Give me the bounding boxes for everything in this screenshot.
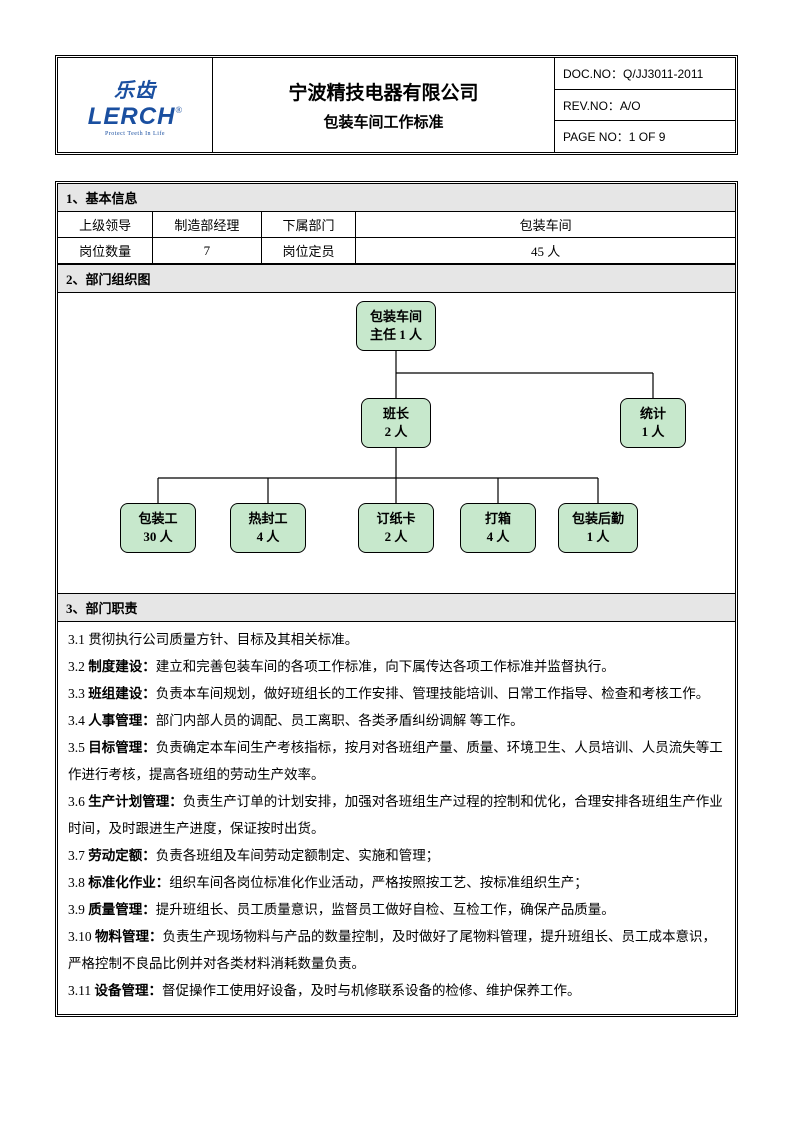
node-line1: 包装后勤 [563,510,633,528]
node-line2: 1 人 [625,423,681,441]
org-node-packer: 包装工 30 人 [120,503,196,553]
duty-3-1: 3.1 贯彻执行公司质量方针、目标及其相关标准。 [68,626,725,653]
org-node-box: 打箱 4 人 [460,503,536,553]
duty-3-11: 3.11 设备管理：督促操作工使用好设备，及时与机修联系设备的检修、维护保养工作… [68,977,725,1004]
node-line1: 包装车间 [361,308,431,326]
duties-block: 3.1 贯彻执行公司质量方针、目标及其相关标准。 3.2 制度建设：建立和完善包… [58,622,735,1014]
basic-info-table: 上级领导 制造部经理 下属部门 包装车间 岗位数量 7 岗位定员 45 人 [58,212,735,264]
header-table: 乐齿 LERCH ® Protect Teeth In Life 宁波精技电器有… [55,55,738,155]
node-line1: 班长 [366,405,426,423]
company-name: 宁波精技电器有限公司 [288,78,478,105]
node-line1: 统计 [625,405,681,423]
cell: 包装车间 [356,212,735,238]
duty-3-6: 3.6 生产计划管理：负责生产订单的计划安排，加强对各班组生产过程的控制和优化，… [68,788,725,842]
duty-3-10: 3.10 物料管理：负责生产现场物料与产品的数量控制，及时做好了尾物料管理，提升… [68,923,725,977]
cell: 下属部门 [261,212,356,238]
duty-3-3: 3.3 班组建设：负责本车间规划，做好班组长的工作安排、管理技能培训、日常工作指… [68,680,725,707]
node-line2: 4 人 [465,528,531,546]
cell: 岗位数量 [58,238,153,264]
node-line2: 30 人 [125,528,191,546]
doc-subtitle: 包装车间工作标准 [323,111,443,132]
node-line2: 主任 1 人 [361,326,431,344]
body-box: 1、基本信息 上级领导 制造部经理 下属部门 包装车间 岗位数量 7 岗位定员 … [55,181,738,1017]
cell: 上级领导 [58,212,153,238]
cell: 7 [153,238,261,264]
org-node-card: 订纸卡 2 人 [358,503,434,553]
section-1-head: 1、基本信息 [58,184,735,212]
page-no: PAGE NO：1 OF 9 [555,121,735,152]
org-node-leader: 班长 2 人 [361,398,431,448]
org-node-stat: 统计 1 人 [620,398,686,448]
node-line2: 1 人 [563,528,633,546]
org-node-director: 包装车间 主任 1 人 [356,301,436,351]
doc-no: DOC.NO：Q/JJ3011-2011 [555,58,735,90]
rev-no: REV.NO：A/O [555,90,735,122]
logo-en: LERCH [88,103,176,131]
node-line1: 打箱 [465,510,531,528]
duty-3-4: 3.4 人事管理：部门内部人员的调配、员工离职、各类矛盾纠纷调解 等工作。 [68,707,725,734]
node-line1: 包装工 [125,510,191,528]
node-line1: 热封工 [235,510,301,528]
table-row: 岗位数量 7 岗位定员 45 人 [58,238,735,264]
cell: 岗位定员 [261,238,356,264]
title-cell: 宁波精技电器有限公司 包装车间工作标准 [213,58,555,152]
duty-3-7: 3.7 劳动定额：负责各班组及车间劳动定额制定、实施和管理； [68,842,725,869]
node-line2: 2 人 [366,423,426,441]
page: 乐齿 LERCH ® Protect Teeth In Life 宁波精技电器有… [55,55,738,1067]
logo-reg: ® [175,105,182,115]
table-row: 上级领导 制造部经理 下属部门 包装车间 [58,212,735,238]
duty-3-5: 3.5 目标管理：负责确定本车间生产考核指标，按月对各班组产量、质量、环境卫生、… [68,734,725,788]
node-line1: 订纸卡 [363,510,429,528]
node-line2: 2 人 [363,528,429,546]
section-3-head: 3、部门职责 [58,593,735,622]
duty-3-9: 3.9 质量管理：提升班组长、员工质量意识，监督员工做好自检、互检工作，确保产品… [68,896,725,923]
duty-3-8: 3.8 标准化作业：组织车间各岗位标准化作业活动，严格按照按工艺、按标准组织生产… [68,869,725,896]
section-2-head: 2、部门组织图 [58,264,735,293]
org-node-heat: 热封工 4 人 [230,503,306,553]
logo-tagline: Protect Teeth In Life [105,131,165,137]
org-chart: 包装车间 主任 1 人 班长 2 人 统计 1 人 包装工 30 人 热封工 4… [58,293,735,593]
cell: 45 人 [356,238,735,264]
meta-cell: DOC.NO：Q/JJ3011-2011 REV.NO：A/O PAGE NO：… [555,58,735,152]
node-line2: 4 人 [235,528,301,546]
org-node-logistics: 包装后勤 1 人 [558,503,638,553]
duty-3-2: 3.2 制度建设：建立和完善包装车间的各项工作标准，向下属传达各项工作标准并监督… [68,653,725,680]
cell: 制造部经理 [153,212,261,238]
logo-cell: 乐齿 LERCH ® Protect Teeth In Life [58,58,213,152]
logo-cn: 乐齿 [114,74,156,103]
